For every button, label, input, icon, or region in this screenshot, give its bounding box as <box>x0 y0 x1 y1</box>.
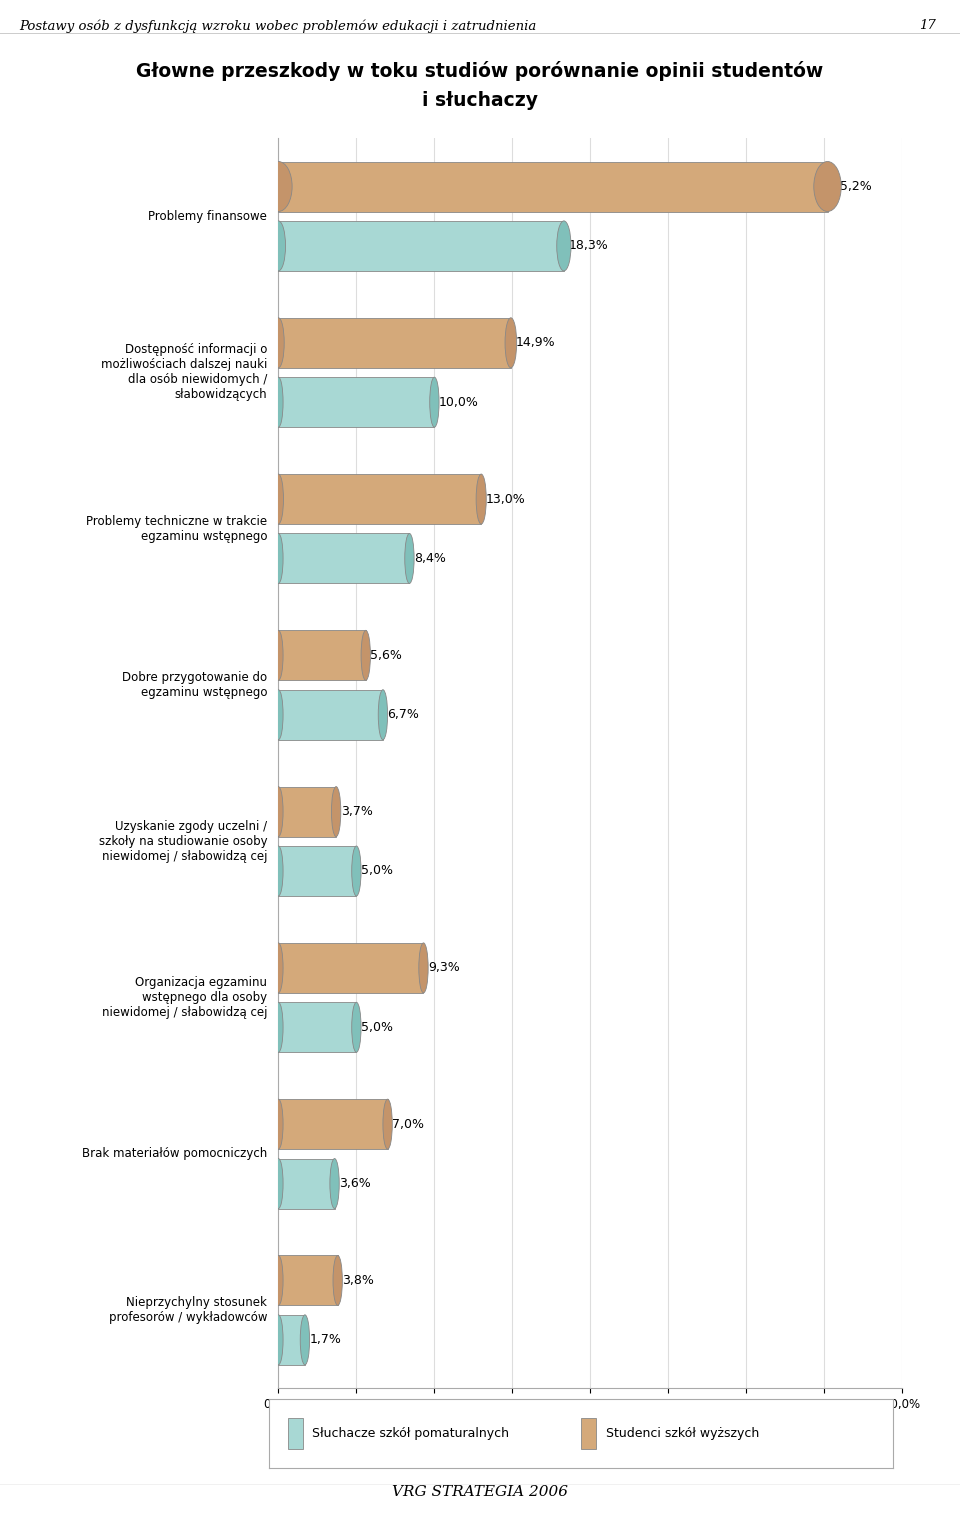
Ellipse shape <box>351 1002 361 1052</box>
Text: Głowne przeszkody w toku studiów porównanie opinii studentów: Głowne przeszkody w toku studiów porówna… <box>136 61 824 81</box>
Text: 35,2%: 35,2% <box>832 179 872 193</box>
Text: 9,3%: 9,3% <box>428 962 460 974</box>
Text: 18,3%: 18,3% <box>568 239 609 253</box>
Bar <box>278 630 366 681</box>
Bar <box>278 534 409 583</box>
Bar <box>278 1315 305 1365</box>
Text: 13,0%: 13,0% <box>486 492 526 506</box>
Ellipse shape <box>274 845 283 896</box>
Text: 3,6%: 3,6% <box>339 1177 371 1190</box>
Text: 5,6%: 5,6% <box>371 649 402 661</box>
Ellipse shape <box>430 377 439 426</box>
Text: 17: 17 <box>920 18 936 32</box>
Ellipse shape <box>274 943 283 992</box>
Ellipse shape <box>274 787 283 836</box>
Ellipse shape <box>273 318 284 368</box>
Ellipse shape <box>378 690 388 739</box>
Ellipse shape <box>274 1315 283 1365</box>
Bar <box>278 787 336 836</box>
Text: 6,7%: 6,7% <box>388 709 420 721</box>
Text: 5,0%: 5,0% <box>361 1020 393 1034</box>
Bar <box>288 1417 303 1448</box>
Bar <box>278 161 828 212</box>
Ellipse shape <box>476 474 487 525</box>
Ellipse shape <box>331 787 341 836</box>
Bar <box>278 1255 338 1305</box>
Ellipse shape <box>274 377 283 426</box>
Ellipse shape <box>383 1100 393 1149</box>
Ellipse shape <box>274 1002 283 1052</box>
Bar <box>278 845 356 896</box>
Bar <box>278 221 564 272</box>
Ellipse shape <box>361 630 371 681</box>
Text: i słuchaczy: i słuchaczy <box>422 92 538 110</box>
Ellipse shape <box>274 1100 283 1149</box>
Bar <box>278 943 423 992</box>
Bar <box>278 474 481 525</box>
Text: 14,9%: 14,9% <box>516 336 555 350</box>
Ellipse shape <box>405 534 414 583</box>
Ellipse shape <box>330 1158 339 1209</box>
Bar <box>278 690 383 739</box>
Text: 5,0%: 5,0% <box>361 865 393 877</box>
Ellipse shape <box>351 845 361 896</box>
Text: 7,0%: 7,0% <box>393 1118 424 1131</box>
Bar <box>278 318 511 368</box>
Text: 10,0%: 10,0% <box>439 396 479 408</box>
Text: Słuchacze szkół pomaturalnych: Słuchacze szkół pomaturalnych <box>313 1427 510 1440</box>
Bar <box>278 377 434 426</box>
Text: 3,7%: 3,7% <box>341 805 372 818</box>
Bar <box>278 1158 334 1209</box>
Ellipse shape <box>274 690 283 739</box>
Ellipse shape <box>333 1255 343 1305</box>
Bar <box>278 1100 388 1149</box>
Text: 1,7%: 1,7% <box>309 1333 342 1347</box>
Ellipse shape <box>505 318 516 368</box>
Bar <box>278 1002 356 1052</box>
Ellipse shape <box>274 630 283 681</box>
Ellipse shape <box>265 161 292 212</box>
Ellipse shape <box>274 1255 283 1305</box>
Ellipse shape <box>274 1158 283 1209</box>
Text: 8,4%: 8,4% <box>414 552 446 565</box>
Ellipse shape <box>274 474 283 525</box>
Ellipse shape <box>272 221 285 272</box>
Ellipse shape <box>557 221 571 272</box>
Ellipse shape <box>814 161 841 212</box>
Ellipse shape <box>300 1315 309 1365</box>
Text: VRG STRATEGIA 2006: VRG STRATEGIA 2006 <box>392 1485 568 1499</box>
Text: 3,8%: 3,8% <box>343 1273 374 1287</box>
Bar <box>581 1417 596 1448</box>
Text: Studenci szkół wyższych: Studenci szkół wyższych <box>606 1427 759 1440</box>
Ellipse shape <box>419 943 428 992</box>
Text: Postawy osób z dysfunkcją wzroku wobec problemów edukacji i zatrudnienia: Postawy osób z dysfunkcją wzroku wobec p… <box>19 18 537 32</box>
Ellipse shape <box>274 534 283 583</box>
